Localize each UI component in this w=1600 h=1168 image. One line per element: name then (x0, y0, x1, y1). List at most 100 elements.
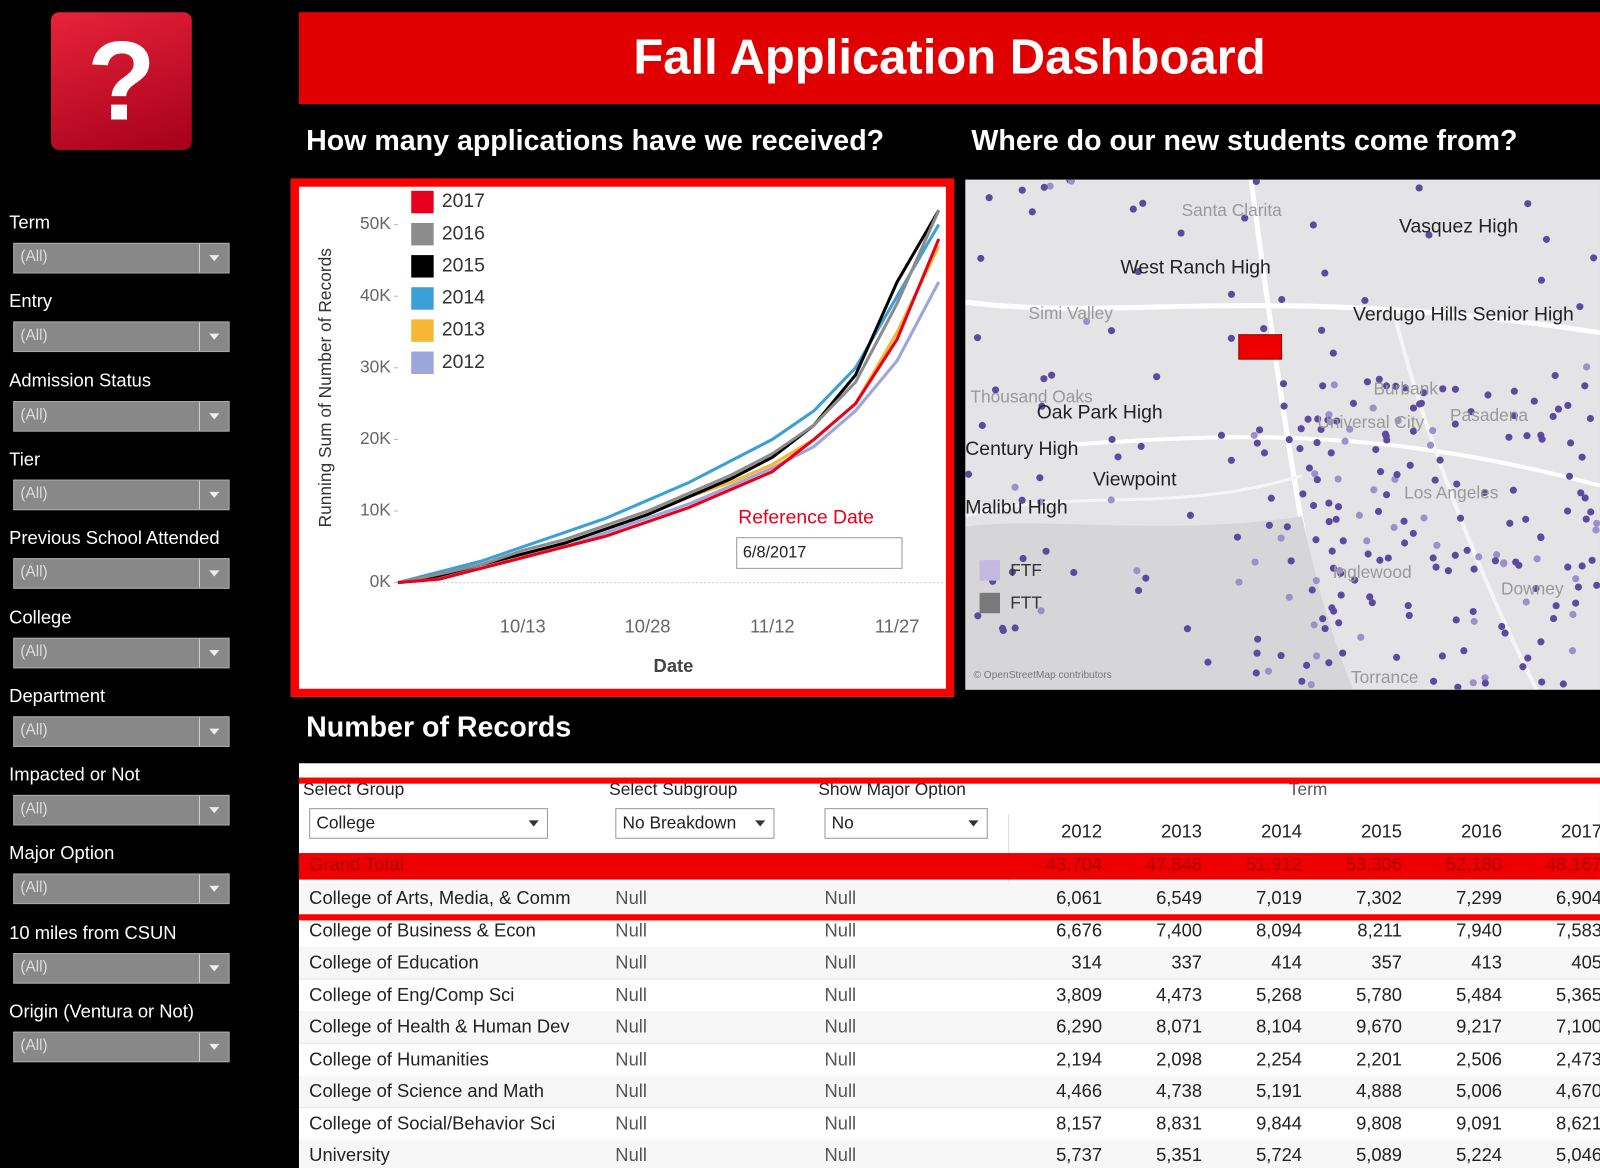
school-dot (1312, 536, 1320, 544)
value-cell: 2,194 (1056, 1048, 1103, 1069)
map-panel: Santa Clarita Vasquez High West Ranch High… (965, 179, 1600, 690)
school-dot (1491, 557, 1499, 565)
filter-select[interactable]: (All) (13, 794, 230, 826)
value-cell: 9,091 (1456, 1112, 1503, 1134)
year-header: 2016 (1461, 821, 1503, 842)
school-dot (1337, 591, 1345, 599)
map-label: Downey (1501, 578, 1564, 598)
school-dot (1040, 183, 1048, 191)
school-dot (1586, 414, 1594, 423)
filter-select[interactable]: (All) (13, 558, 230, 589)
dropdown-arrow (198, 874, 229, 904)
school-dot (1404, 601, 1412, 610)
dropdown-arrow (528, 820, 539, 831)
value-cell: 357 (1371, 952, 1403, 973)
school-dot (1501, 629, 1509, 637)
school-dot (1107, 327, 1116, 335)
school-dot (1114, 453, 1122, 461)
map-label: Viewpoint (1093, 469, 1177, 491)
table-row (298, 1043, 1600, 1077)
control-select[interactable]: College (309, 808, 548, 839)
filter-select[interactable]: (All) (13, 873, 230, 905)
value-cell: 4,670 (1556, 1080, 1600, 1102)
school-dot (1040, 375, 1048, 383)
logo-text: ? (87, 18, 156, 144)
school-dot (1363, 537, 1371, 545)
school-dot (1432, 563, 1440, 571)
filter-label: Entry (9, 291, 53, 312)
school-dot (1227, 334, 1235, 342)
filter-select[interactable]: (All) (13, 321, 230, 353)
filter-select[interactable]: (All) (13, 952, 230, 984)
school-dot (1400, 517, 1408, 525)
filter-select[interactable]: (All) (13, 400, 230, 432)
subgroup-cell: Null (615, 1016, 647, 1037)
control-select[interactable]: No Breakdown (615, 808, 775, 839)
school-dot (1439, 385, 1447, 393)
value-cell: 5,191 (1256, 1080, 1303, 1102)
value-cell: 2,506 (1456, 1048, 1503, 1069)
school-dot (1036, 474, 1044, 482)
legend-swatch (979, 560, 1000, 581)
school-dot (1549, 412, 1557, 421)
school-dot (1460, 647, 1468, 655)
value-cell: 2,473 (1556, 1048, 1600, 1069)
school-dot (1409, 529, 1417, 537)
school-dot (1107, 496, 1115, 504)
value-cell: 7,583 (1556, 919, 1600, 941)
school-dot (1011, 483, 1019, 491)
grand-total-value: 47,848 (1145, 854, 1203, 875)
filter-select[interactable]: (All) (13, 242, 230, 274)
date-input (736, 537, 903, 569)
filter-value: (All) (20, 563, 48, 581)
school-dot (1532, 584, 1540, 593)
school-dot (1484, 391, 1492, 399)
group-cell: College of Science and Math (309, 1080, 545, 1102)
group-cell: College of Social/Behavior Sci (309, 1112, 556, 1134)
school-dot (1283, 523, 1291, 531)
value-cell: 5,046 (1556, 1144, 1600, 1166)
school-dot (1538, 678, 1546, 686)
filter-label: Department (9, 685, 106, 706)
value-cell: 5,268 (1256, 984, 1303, 1005)
group-cell: University (309, 1144, 390, 1166)
line-chart: Running Sum of Number of Records 0K 10K 20K… (315, 190, 949, 676)
school-dot (1333, 417, 1341, 425)
x-tick-label: 10/13 (500, 615, 546, 636)
filter-select[interactable]: (All) (13, 479, 230, 511)
school-dot (1313, 652, 1321, 660)
filter-select[interactable]: (All) (13, 637, 230, 668)
school-dot (1319, 382, 1327, 390)
filter-value: (All) (20, 1036, 48, 1055)
school-dot (1515, 561, 1523, 569)
school-dot (1498, 622, 1506, 631)
group-cell: College of Health & Human Dev (309, 1016, 570, 1037)
school-dot (1409, 427, 1418, 435)
school-dot (1335, 619, 1343, 627)
dashboard-title: Fall Application Dashboard (633, 30, 1266, 85)
school-dot (1313, 476, 1321, 484)
school-dot (1328, 547, 1336, 555)
school-dot (1572, 599, 1580, 607)
value-cell: 8,104 (1256, 1016, 1303, 1037)
grand-total-value: 51,912 (1245, 854, 1303, 875)
subgroup-cell: Null (615, 887, 647, 909)
school-dot (1332, 515, 1340, 523)
school-dot (974, 612, 982, 620)
filter-value: (All) (20, 326, 48, 345)
school-dot (1357, 633, 1365, 641)
filter-label: Origin (Ventura or Not) (9, 1001, 194, 1022)
filter-select[interactable]: (All) (13, 716, 230, 747)
control-select[interactable]: No (824, 808, 988, 839)
legend-swatch (411, 255, 434, 278)
filter-select[interactable]: (All) (13, 1031, 230, 1063)
school-dot (1524, 654, 1532, 662)
map-label: Malibu High (965, 496, 1067, 518)
school-dot (1011, 624, 1019, 632)
school-dot (1444, 567, 1452, 575)
major-cell: Null (824, 984, 857, 1005)
school-dot (1582, 515, 1590, 523)
school-dot (1405, 611, 1413, 620)
school-dot (1374, 507, 1383, 516)
value-cell: 9,670 (1356, 1016, 1403, 1037)
